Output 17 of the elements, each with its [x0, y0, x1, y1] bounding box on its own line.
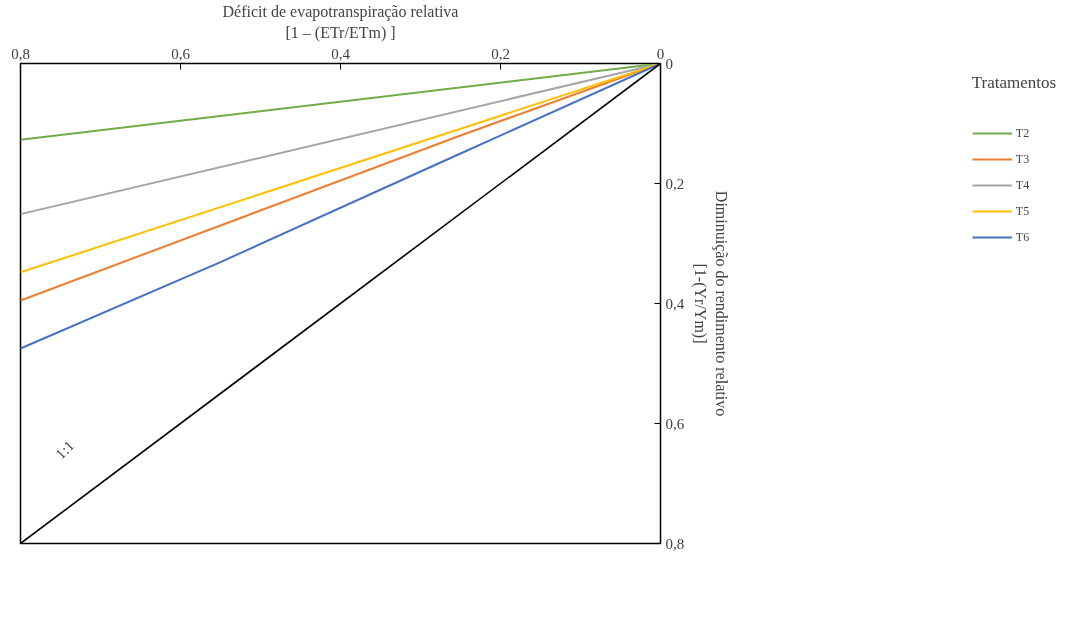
y-tick-label: 0,6: [665, 415, 685, 432]
legend-title: Tratamentos: [971, 73, 1057, 93]
x-tick-label: 0,2: [491, 45, 510, 62]
x-tick-label: 0,4: [331, 45, 351, 62]
legend-label: T5: [1015, 203, 1031, 219]
x-tick-label: 0,6: [171, 45, 191, 62]
legend-label: T3: [1015, 151, 1031, 167]
y-tick-label: 0,2: [665, 175, 685, 192]
y-tick-label: 0,4: [665, 295, 685, 312]
legend-label: T4: [1015, 177, 1031, 193]
y-tick-label: 0,8: [665, 535, 685, 552]
x-axis-title: Déficit de evapotranspiração relativa [1 – (ETr/ETm) ]: [222, 3, 459, 42]
legend-label: T6: [1015, 229, 1031, 245]
y-axis-title: Diminuição do rendimento relativo [1-(Yr/Ym)]: [691, 190, 730, 417]
annotation: 1:1: [52, 437, 78, 463]
legend-label: T2: [1015, 125, 1031, 141]
x-tick-label: 0,8: [11, 45, 30, 62]
